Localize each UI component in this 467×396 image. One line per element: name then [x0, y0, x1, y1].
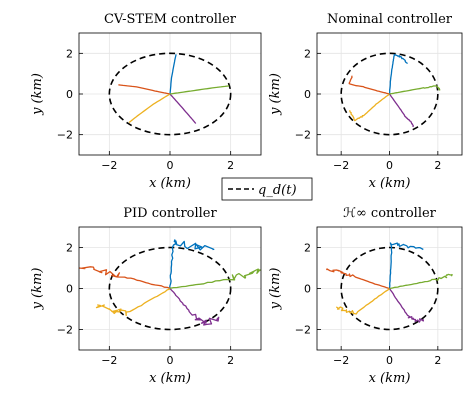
- x-axis-label: x (km): [149, 176, 191, 191]
- series-line-2: [348, 75, 390, 95]
- plot-area: [79, 239, 261, 331]
- series-line-1: [169, 239, 215, 289]
- x-tick-label: −2: [333, 354, 349, 367]
- series-line-5: [169, 85, 230, 95]
- chart-panel-3: −2 0 2 −2 0 2 PID controller x (km) y (km): [30, 206, 262, 386]
- y-axis-label: y (km): [30, 268, 45, 311]
- x-tick-label: 0: [167, 159, 174, 172]
- x-tick-label: 2: [227, 159, 234, 172]
- y-tick-label: 0: [304, 283, 311, 296]
- series-line-5: [389, 273, 453, 290]
- series-line-4: [388, 93, 414, 128]
- chart-panel-2: −2 0 2 −2 0 2 Nominal controller x (km) y (km): [268, 12, 463, 191]
- y-tick-label: −2: [295, 129, 311, 142]
- chart-title: Nominal controller: [327, 12, 453, 27]
- plot-area: [108, 52, 232, 136]
- x-axis-label: x (km): [369, 176, 411, 191]
- series-line-3: [335, 287, 391, 315]
- x-tick-label: −2: [101, 354, 117, 367]
- y-tick-label: −2: [57, 324, 73, 337]
- y-tick-label: −2: [57, 129, 73, 142]
- y-tick-label: 2: [304, 47, 311, 60]
- y-axis-label: y (km): [30, 73, 45, 116]
- x-tick-label: −2: [101, 159, 117, 172]
- reference-trajectory: [340, 246, 439, 331]
- chart-panel-4: −2 0 2 −2 0 2 ℋ∞ controller x (km) y (km): [268, 206, 463, 386]
- series-line-3: [95, 288, 171, 317]
- y-tick-label: 2: [66, 242, 73, 255]
- series-line-4: [169, 93, 197, 124]
- chart-panel-1: −2 0 2 −2 0 2 CV-STEM controller x (km) y (km): [30, 12, 262, 191]
- series-line-5: [389, 85, 441, 95]
- y-tick-label: −2: [295, 324, 311, 337]
- x-tick-label: 0: [386, 159, 393, 172]
- legend-box: [221, 177, 313, 201]
- series-line-1: [388, 242, 424, 289]
- series-line-2: [118, 84, 171, 95]
- legend: q_d(t): [221, 177, 313, 201]
- series-line-3: [348, 93, 390, 122]
- x-tick-label: 0: [386, 354, 393, 367]
- reference-trajectory: [108, 52, 232, 136]
- series-line-4: [169, 288, 220, 326]
- y-tick-label: 2: [66, 47, 73, 60]
- x-tick-label: −2: [333, 159, 349, 172]
- y-tick-label: 2: [304, 242, 311, 255]
- plot-area: [326, 242, 453, 331]
- chart-title: CV-STEM controller: [104, 12, 237, 27]
- x-axis-label: x (km): [149, 371, 191, 386]
- series-line-2: [79, 266, 170, 289]
- series-line-5: [169, 268, 261, 290]
- x-tick-label: 0: [167, 354, 174, 367]
- chart-title: PID controller: [123, 206, 217, 221]
- y-tick-label: 0: [66, 283, 73, 296]
- plot-area: [340, 52, 441, 136]
- series-line-1: [388, 54, 408, 95]
- reference-trajectory: [108, 246, 232, 331]
- x-tick-label: 2: [434, 159, 441, 172]
- y-axis-label: y (km): [268, 268, 283, 311]
- y-tick-label: 0: [66, 88, 73, 101]
- legend-label: q_d(t): [258, 183, 297, 198]
- series-line-3: [128, 93, 171, 124]
- x-tick-label: 2: [434, 354, 441, 367]
- x-tick-label: 2: [227, 354, 234, 367]
- y-axis-label: y (km): [268, 73, 283, 116]
- series-line-2: [326, 268, 390, 290]
- chart-title: ℋ∞ controller: [343, 206, 437, 221]
- series-line-1: [169, 54, 177, 95]
- x-axis-label: x (km): [369, 371, 411, 386]
- reference-trajectory: [340, 52, 439, 136]
- series-line-4: [388, 287, 424, 323]
- y-tick-label: 0: [304, 88, 311, 101]
